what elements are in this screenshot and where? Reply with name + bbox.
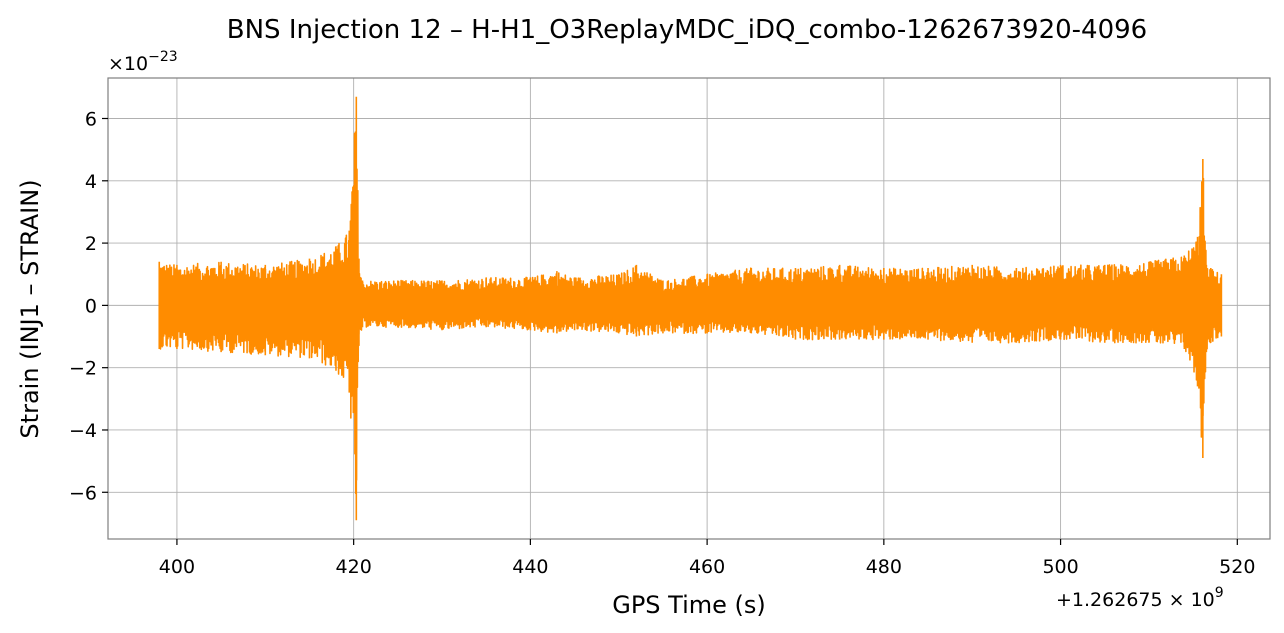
svg-text:×10−23: ×10−23 xyxy=(108,49,178,75)
y-tick-label: 2 xyxy=(85,233,97,255)
x-offset-factor: +1.262675 × 109 xyxy=(1056,585,1224,611)
x-tick-label: 400 xyxy=(159,556,195,578)
strain-series-line xyxy=(158,96,1223,521)
y-tick-label: −2 xyxy=(69,358,97,380)
x-axis-label: GPS Time (s) xyxy=(612,591,766,619)
y-scale-factor: ×10−23 xyxy=(108,49,178,75)
y-tick-label: 4 xyxy=(85,171,97,193)
x-ticks: 400 420 440 460 480 500 520 xyxy=(159,539,1255,578)
x-offset-times: × 10 xyxy=(1163,589,1215,611)
x-tick-label: 480 xyxy=(866,556,902,578)
y-scale-base: ×10 xyxy=(108,53,148,75)
y-tick-label: −4 xyxy=(69,420,97,442)
chart-title: BNS Injection 12 – H-H1_O3ReplayMDC_iDQ_… xyxy=(227,15,1147,45)
x-offset-exp: 9 xyxy=(1215,585,1224,601)
x-tick-label: 520 xyxy=(1219,556,1255,578)
plot-frame xyxy=(107,77,1271,540)
x-tick-label: 460 xyxy=(689,556,725,578)
x-tick-label: 500 xyxy=(1042,556,1078,578)
x-tick-label: 440 xyxy=(512,556,548,578)
x-offset-base: +1.262675 xyxy=(1056,589,1163,611)
y-scale-exp: −23 xyxy=(148,49,178,65)
svg-text:+1.262675 × 109: +1.262675 × 109 xyxy=(1056,585,1224,611)
y-tick-label: −6 xyxy=(69,482,97,504)
x-tick-label: 420 xyxy=(336,556,372,578)
y-axis-label: Strain (INJ1 – STRAIN) xyxy=(16,179,44,438)
y-tick-label: 6 xyxy=(85,108,97,130)
y-ticks: −6 −4 −2 0 2 4 6 xyxy=(69,108,108,504)
y-tick-label: 0 xyxy=(85,295,97,317)
data-layer xyxy=(158,96,1223,521)
